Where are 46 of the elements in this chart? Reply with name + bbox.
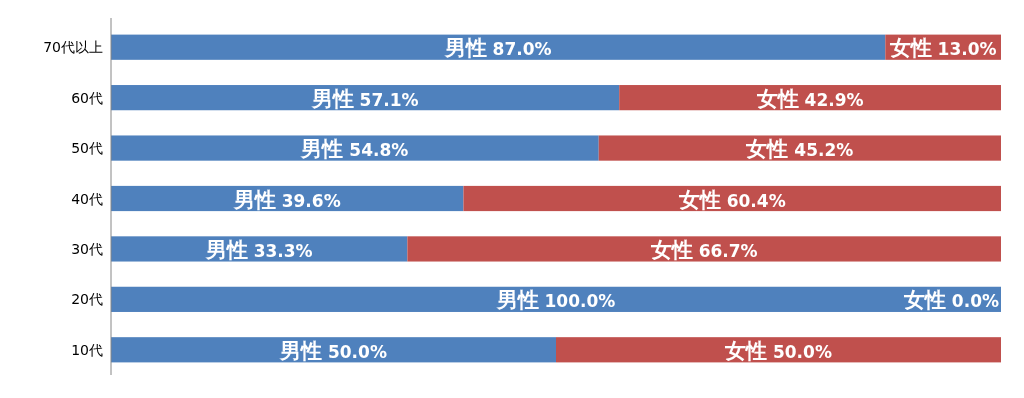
data-label: 54.8%	[343, 140, 409, 161]
y-tick-label: 70代以上	[43, 39, 103, 56]
data-label: 50.0%	[322, 341, 387, 362]
bar	[111, 236, 408, 262]
text: 女性	[678, 187, 721, 212]
data-label: 50.0%	[767, 341, 832, 362]
text: 男性	[280, 338, 323, 363]
text: 女性	[903, 288, 946, 313]
y-tick-label: 40代	[71, 190, 103, 207]
bar	[111, 135, 599, 161]
text: 男性	[233, 187, 276, 212]
data-label: 42.9%	[798, 89, 864, 110]
series-label: 男性	[300, 137, 344, 162]
data-label: 39.6%	[275, 190, 341, 211]
data-label: 87.0%	[486, 39, 552, 60]
text: 男性	[444, 36, 487, 61]
text: 女性	[756, 86, 799, 111]
bar	[111, 337, 556, 363]
bar	[619, 85, 1001, 111]
y-tick-label: 50代	[71, 140, 103, 157]
bar	[463, 185, 1001, 212]
bar	[111, 286, 1001, 312]
series-label: 女性	[745, 137, 789, 162]
data-label: 13.0%	[931, 39, 997, 60]
data-label: 57.1%	[353, 89, 419, 110]
bar	[598, 135, 1001, 161]
y-tick-label: 20代	[71, 291, 103, 308]
y-tick-label: 30代	[71, 240, 103, 257]
y-tick-label: 10代	[71, 341, 103, 358]
data-label: 45.2%	[788, 140, 854, 161]
bar	[111, 85, 620, 111]
text: 男性	[496, 288, 539, 313]
data-label: 60.4%	[720, 190, 786, 211]
text: 女性	[725, 338, 768, 363]
data-label: 33.3%	[247, 240, 313, 261]
text: 女性	[889, 36, 932, 61]
data-label: 0.0%	[945, 291, 999, 312]
text: 男性	[311, 86, 354, 111]
text: 男性	[205, 237, 248, 262]
data-label: 66.7%	[692, 240, 758, 261]
bar	[556, 337, 1001, 363]
bar	[111, 34, 886, 60]
text: 女性	[650, 237, 693, 262]
bar	[407, 236, 1001, 262]
data-label: 100.0%	[538, 291, 616, 312]
y-tick-label: 60代	[71, 89, 103, 106]
